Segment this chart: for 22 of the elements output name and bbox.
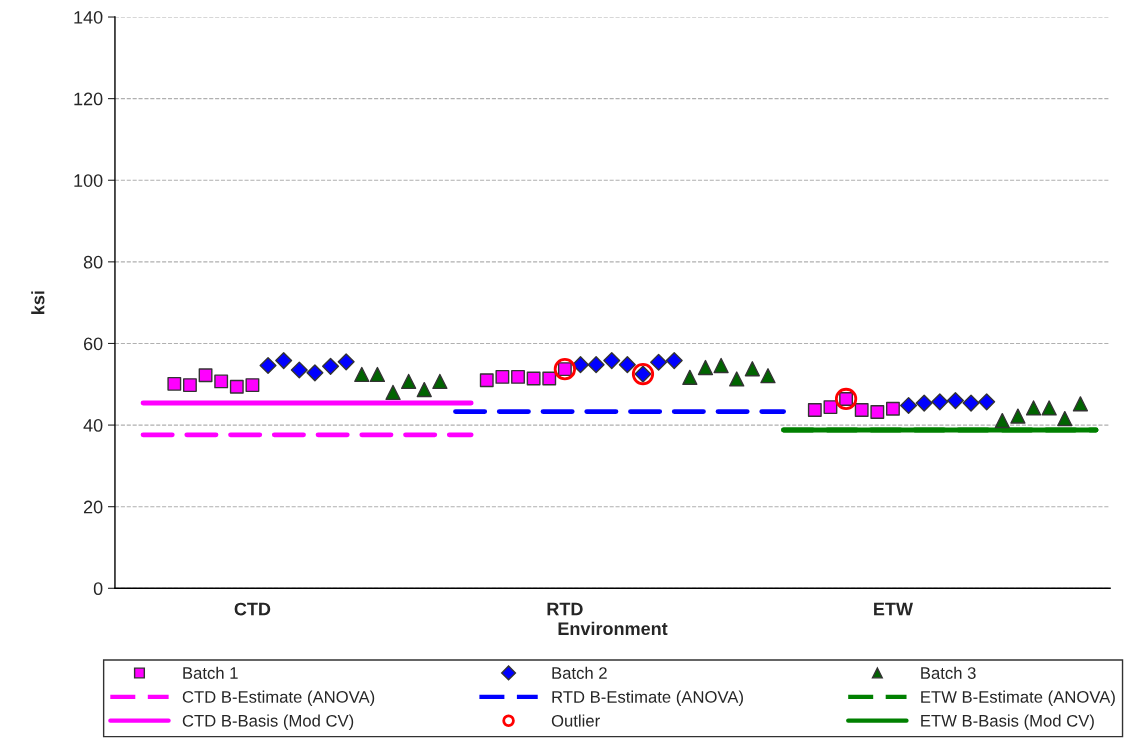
legend-label: CTD B-Estimate (ANOVA) <box>182 690 375 707</box>
y-tick-label: 80 <box>83 255 103 269</box>
y-tick-label: 20 <box>83 500 103 514</box>
legend-label: Batch 3 <box>921 666 976 679</box>
legend-label: Batch 1 <box>183 666 238 679</box>
y-tick-label: 40 <box>83 419 103 432</box>
x-tick-label: CTD <box>234 602 271 616</box>
y-tick-label: 60 <box>83 337 103 351</box>
legend-label: ETW B-Estimate (ANOVA) <box>921 690 1115 707</box>
y-axis-title: ksi <box>31 291 45 314</box>
y-tick-label: 100 <box>74 174 103 187</box>
legend-label: RTD B-Estimate (ANOVA) <box>552 690 743 707</box>
y-tick-label: 140 <box>74 10 103 24</box>
x-axis-title: Environment <box>558 621 668 636</box>
x-tick-label: RTD <box>547 602 583 616</box>
legend-label: ETW B-Basis (Mod CV) <box>921 714 1094 730</box>
y-tick-label: 120 <box>74 92 103 106</box>
x-tick-label: ETW <box>874 602 913 616</box>
y-tick-label: 0 <box>93 582 103 596</box>
legend-label: Batch 2 <box>552 666 607 679</box>
legend-label: Outlier <box>551 714 600 727</box>
legend-label: CTD B-Basis (Mod CV) <box>182 714 354 730</box>
